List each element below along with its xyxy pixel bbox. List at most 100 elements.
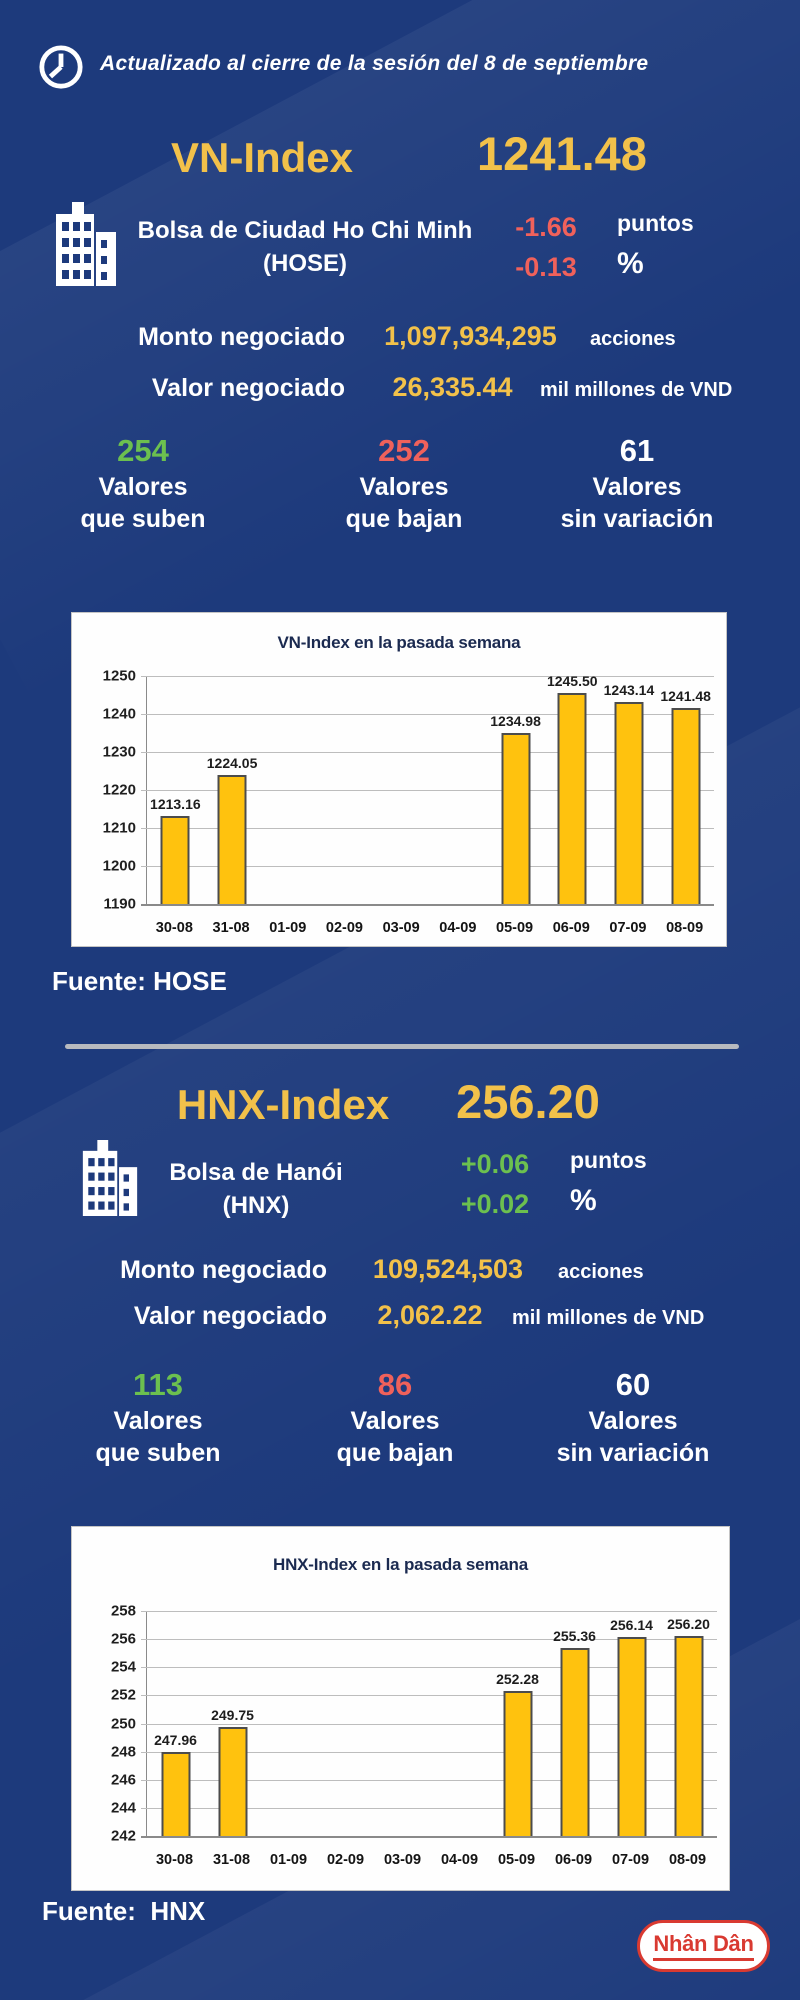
y-tick-label: 1240 bbox=[102, 705, 136, 723]
bar-value-label: 1241.48 bbox=[660, 688, 711, 705]
hnx-change-points: +0.06 bbox=[460, 1149, 530, 1179]
vn-value-unit: mil millones de VND bbox=[540, 379, 733, 401]
vn-unchanged-line1: Valores bbox=[592, 473, 682, 501]
nhan-dan-logo[interactable]: Nhân Dân bbox=[637, 1920, 770, 1972]
vn-advancers-label: Valores que suben bbox=[33, 471, 253, 535]
bar-value-label: 1213.16 bbox=[150, 796, 201, 812]
y-tick-label: 1220 bbox=[102, 781, 136, 799]
y-tick-label: 1200 bbox=[102, 857, 136, 875]
hnx-exchange-line2: (HNX) bbox=[222, 1192, 290, 1219]
hnx-chart-y-axis: 258 256 254 252 250 248 246 244 242 bbox=[72, 1604, 146, 1844]
x-tick-label: 03-09 bbox=[383, 1852, 422, 1868]
bar-31-08 bbox=[217, 774, 247, 904]
hnx-chart-plot: 247.96 249.75 252.28 255.36 256.14 256.20 bbox=[141, 1611, 717, 1838]
vn-points-unit: puntos bbox=[617, 210, 694, 236]
hnx-value-label: Valor negociado bbox=[133, 1302, 327, 1330]
gridline bbox=[141, 1836, 717, 1838]
hnx-decliners: 86 Valores que bajan bbox=[285, 1368, 505, 1469]
vn-decliners-line2: que bajan bbox=[345, 505, 463, 533]
gridline bbox=[141, 866, 714, 867]
bar-value-label: 249.75 bbox=[211, 1707, 254, 1724]
gridline bbox=[141, 1639, 717, 1641]
vn-volume-label: Monto negociado bbox=[138, 323, 345, 351]
x-tick-label: 02-09 bbox=[325, 920, 363, 936]
y-tick-label: 254 bbox=[110, 1658, 136, 1676]
bar-06-09 bbox=[557, 693, 587, 904]
x-tick-label: 31-08 bbox=[212, 1852, 251, 1868]
gridline bbox=[141, 790, 714, 791]
hnx-exchange-line1: Bolsa de Hanói bbox=[169, 1159, 343, 1186]
bar-value-label: 247.96 bbox=[154, 1732, 197, 1749]
vn-change-points: -1.66 bbox=[515, 212, 577, 242]
x-tick-label: 04-09 bbox=[439, 920, 477, 936]
hnx-index-title: HNX-Index bbox=[176, 1081, 390, 1128]
hnx-unchanged: 60 Valores sin variación bbox=[523, 1368, 743, 1469]
vn-unchanged-label: Valores sin variación bbox=[527, 471, 747, 535]
x-tick-label: 08-09 bbox=[668, 1852, 707, 1868]
hnx-value-unit: mil millones de VND bbox=[512, 1307, 705, 1329]
x-tick-label: 30-08 bbox=[155, 920, 193, 936]
vn-decliners: 252 Valores que bajan bbox=[294, 434, 514, 535]
gridline bbox=[141, 1667, 717, 1669]
x-tick-label: 03-09 bbox=[382, 920, 420, 936]
hnx-index-value: 256.20 bbox=[456, 1075, 600, 1128]
vn-unchanged-line2: sin variación bbox=[560, 505, 714, 533]
bar-05-09 bbox=[503, 1691, 532, 1836]
hnx-volume-label: Monto negociado bbox=[120, 1256, 327, 1284]
hnx-advancers-label: Valores que suben bbox=[48, 1405, 268, 1469]
gridline bbox=[141, 713, 714, 715]
hnx-decliners-label: Valores que bajan bbox=[285, 1405, 505, 1469]
x-tick-label: 08-09 bbox=[666, 920, 704, 936]
gridline bbox=[141, 827, 714, 829]
vn-percent-unit: % bbox=[617, 247, 644, 280]
gridline bbox=[141, 1807, 717, 1809]
bar-31-08 bbox=[218, 1727, 247, 1836]
bar-value-label: 252.28 bbox=[496, 1671, 539, 1688]
bar-30-08 bbox=[161, 1752, 190, 1836]
vn-value-label: Valor negociado bbox=[151, 374, 345, 402]
gridline bbox=[141, 751, 714, 753]
bar-value-label: 1224.05 bbox=[206, 754, 258, 771]
x-tick-label: 07-09 bbox=[609, 920, 647, 936]
bar-value-label: 256.20 bbox=[667, 1616, 710, 1633]
updated-banner: Actualizado al cierre de la sesión del 8… bbox=[100, 52, 649, 75]
hnx-advancers-line1: Valores bbox=[113, 1407, 203, 1435]
vn-advancers: 254 Valores que suben bbox=[33, 434, 253, 535]
hnx-points-unit: puntos bbox=[570, 1147, 647, 1173]
gridline bbox=[141, 904, 714, 906]
y-tick-label: 1190 bbox=[103, 895, 136, 913]
hnx-volume-value: 109,524,503 bbox=[372, 1254, 524, 1284]
bar-value-label: 1234.98 bbox=[490, 713, 541, 730]
vn-volume-unit: acciones bbox=[590, 328, 676, 350]
hnx-decliners-line1: Valores bbox=[350, 1407, 440, 1435]
vn-decliners-label: Valores que bajan bbox=[294, 471, 514, 535]
gridline bbox=[141, 1751, 717, 1753]
x-tick-label: 31-08 bbox=[212, 920, 250, 936]
gridline bbox=[141, 1695, 717, 1697]
y-tick-label: 244 bbox=[110, 1799, 136, 1817]
hnx-index-chart: HNX-Index en la pasada semana 258 256 254 2… bbox=[71, 1526, 730, 1891]
y-tick-label: 248 bbox=[110, 1743, 136, 1761]
vn-advancers-line1: Valores bbox=[98, 473, 188, 501]
hnx-unchanged-count: 60 bbox=[615, 1367, 651, 1402]
x-tick-label: 04-09 bbox=[440, 1852, 479, 1868]
vn-exchange-name: Bolsa de Ciudad Ho Chi Minh (HOSE) bbox=[135, 214, 475, 280]
x-tick-label: 30-08 bbox=[155, 1852, 194, 1868]
bar-value-label: 256.14 bbox=[610, 1617, 653, 1634]
vn-index-chart: VN-Index en la pasada semana 1250 1240 123… bbox=[71, 612, 727, 947]
bar-05-09 bbox=[501, 733, 531, 904]
hnx-chart-x-axis: 30-08 31-08 01-09 02-09 03-09 04-09 05-09 06-09… bbox=[146, 1844, 716, 1870]
nhan-dan-logo-text: Nhân Dân bbox=[653, 1931, 754, 1961]
bar-08-09 bbox=[671, 708, 701, 904]
vn-index-title: VN-Index bbox=[170, 134, 354, 181]
hnx-advancers: 113 Valores que suben bbox=[48, 1368, 268, 1469]
hnx-percent-unit: % bbox=[570, 1184, 597, 1217]
gridline bbox=[141, 1779, 717, 1781]
section-divider bbox=[65, 1044, 739, 1049]
y-tick-label: 1230 bbox=[102, 743, 136, 761]
y-tick-label: 250 bbox=[110, 1715, 136, 1732]
bar-08-09 bbox=[674, 1636, 703, 1836]
vn-value-value: 26,335.44 bbox=[392, 372, 513, 402]
hnx-value-value: 2,062.22 bbox=[377, 1300, 483, 1330]
vn-volume-value: 1,097,934,295 bbox=[384, 321, 557, 351]
